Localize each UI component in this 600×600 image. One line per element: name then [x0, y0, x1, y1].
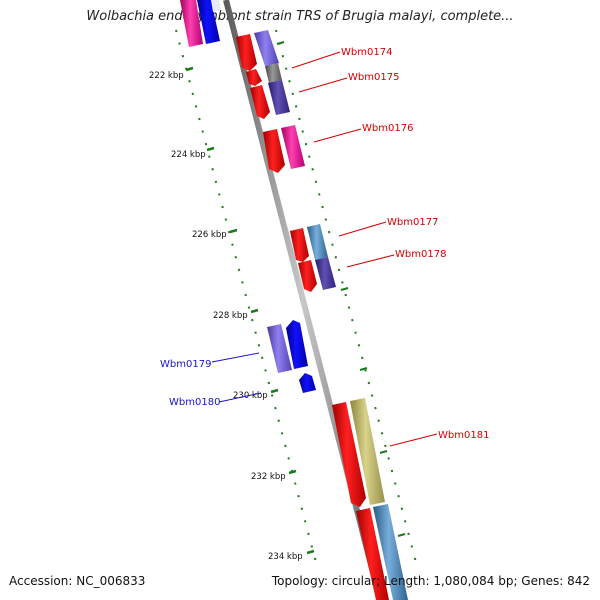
gene-feature[interactable]: [356, 508, 389, 600]
genome-summary-text: Topology: circular; Length: 1,080,084 bp…: [271, 574, 590, 588]
tick-mark: [359, 367, 368, 371]
leader-line: [218, 392, 262, 403]
tick-mark: [306, 549, 315, 555]
tick-group: 222 kbp 224 kbp 226 kbp 228 kbp 230 kbp …: [149, 41, 406, 562]
tick-mark: [340, 287, 349, 291]
leader-line: [389, 433, 438, 447]
leader-lines: [211, 51, 438, 447]
gene-label-wbm0175[interactable]: Wbm0175: [348, 72, 399, 83]
gene-feature[interactable]: [299, 373, 316, 393]
tick-mark: [229, 228, 238, 234]
gene-label-wbm0177[interactable]: Wbm0177: [387, 217, 438, 228]
gene-feature[interactable]: [236, 34, 257, 71]
tick-label: 226 kbp: [192, 230, 227, 240]
gene-label-wbm0174[interactable]: Wbm0174: [341, 47, 392, 58]
tick-mark: [206, 146, 215, 152]
tick-mark: [185, 66, 194, 72]
gene-feature[interactable]: [298, 260, 317, 292]
genome-backbone: [223, 0, 383, 600]
gene-feature[interactable]: [197, 0, 220, 44]
tick-label: 224 kbp: [171, 150, 206, 160]
gene-feature[interactable]: [254, 30, 279, 66]
accession-text: Accession: NC_006833: [9, 574, 146, 588]
gene-feature[interactable]: [307, 224, 328, 260]
gene-feature[interactable]: [268, 80, 290, 115]
gene-label-wbm0178[interactable]: Wbm0178: [395, 249, 446, 260]
gene-feature[interactable]: [350, 398, 385, 505]
tick-mark: [270, 388, 279, 394]
gene-feature[interactable]: [373, 504, 408, 600]
tick-mark: [250, 308, 259, 314]
gene-feature[interactable]: [265, 63, 282, 83]
tick-mark: [379, 450, 388, 454]
tick-label: 232 kbp: [251, 472, 286, 482]
gene-feature[interactable]: [211, 0, 221, 12]
gene-feature[interactable]: [332, 402, 366, 507]
leader-line: [211, 352, 260, 363]
tick-label: 230 kbp: [233, 391, 268, 401]
gene-feature[interactable]: [315, 257, 336, 290]
tick-mark: [288, 469, 297, 475]
tick-mark: [397, 533, 406, 537]
gene-feature[interactable]: [290, 228, 309, 262]
gene-feature[interactable]: [267, 324, 292, 373]
leader-line: [346, 254, 395, 268]
gene-label-wbm0179[interactable]: Wbm0179: [160, 359, 211, 370]
gene-feature[interactable]: [250, 85, 270, 119]
gene-feature[interactable]: [286, 320, 308, 369]
leader-line: [313, 128, 362, 143]
scale-guide-right: [275, 29, 419, 571]
tick-label: 228 kbp: [213, 311, 248, 321]
gene-label-wbm0176[interactable]: Wbm0176: [362, 123, 413, 134]
tick-label: 234 kbp: [268, 552, 303, 562]
leader-line: [338, 221, 387, 237]
leader-line: [291, 51, 341, 69]
tick-mark: [276, 41, 285, 45]
gene-label-wbm0181[interactable]: Wbm0181: [438, 430, 489, 441]
tick-label: 222 kbp: [149, 71, 184, 81]
gene-feature[interactable]: [281, 125, 305, 169]
gene-label-wbm0180[interactable]: Wbm0180: [169, 397, 220, 408]
gene-feature[interactable]: [263, 129, 285, 173]
gene-feature[interactable]: [246, 69, 262, 86]
gene-feature[interactable]: [180, 0, 203, 47]
leader-line: [298, 77, 348, 93]
scale-guide: [175, 29, 319, 571]
